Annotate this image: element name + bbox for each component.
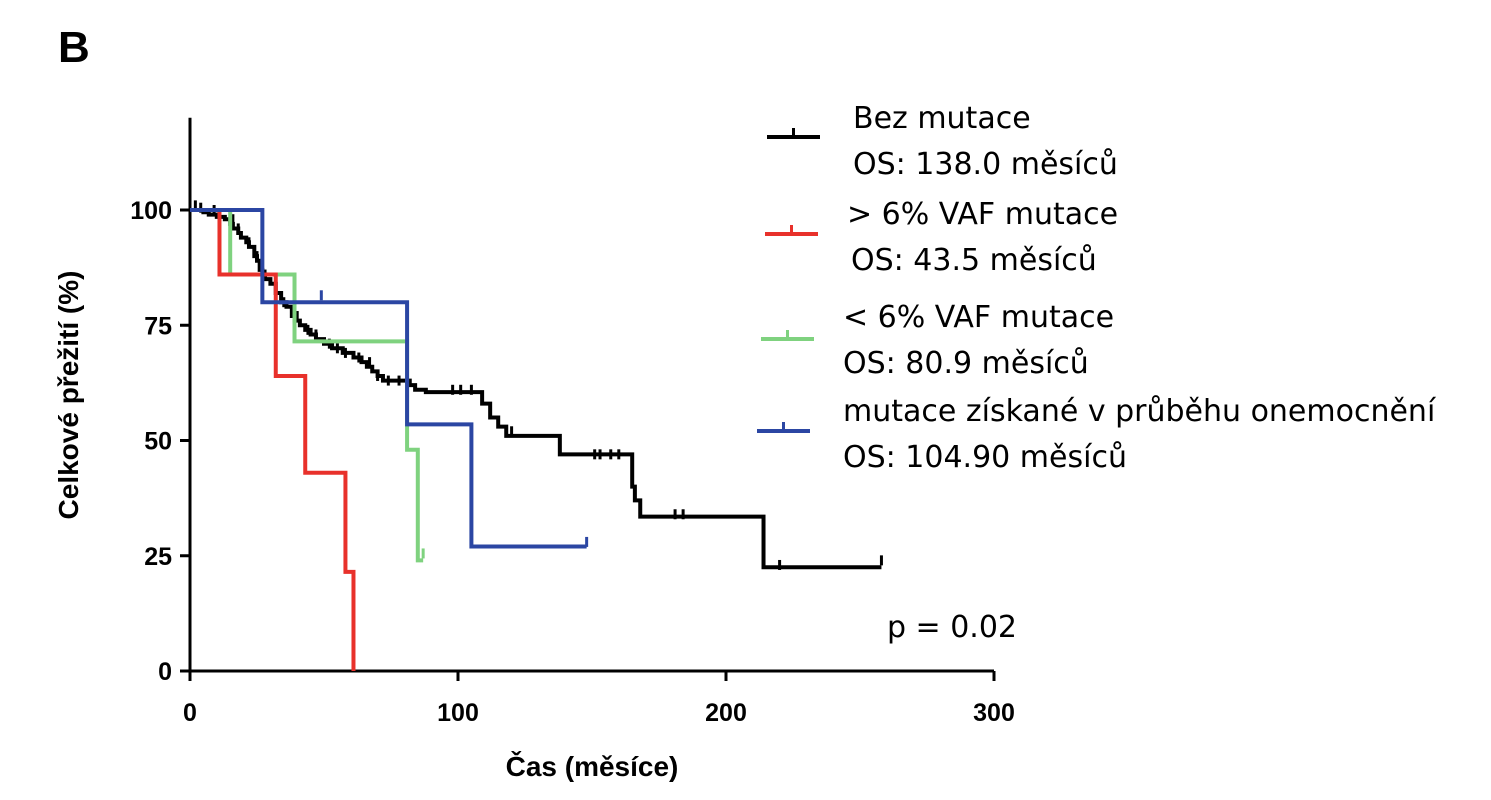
legend-label: > 6% VAF mutace: [847, 197, 1118, 232]
legend-item: < 6% VAF mutace OS: 80.9 měsíců: [761, 300, 1114, 381]
survival-curve: [190, 208, 882, 570]
legend-label: Bez mutace: [853, 101, 1031, 136]
axes: 0 100 200 300 0 25 50 75 100: [130, 117, 1015, 727]
series-3: [190, 208, 589, 549]
legend-label: mutace získané v průběhu onemocnění: [843, 394, 1437, 429]
x-tick-label: 300: [973, 699, 1015, 727]
y-tick-label: 50: [144, 428, 172, 456]
x-axis-title: Čas (měsíce): [506, 750, 679, 782]
legend-stat: OS: 80.9 měsíců: [843, 346, 1089, 381]
legend-item: mutace získané v průběhu onemocnění OS: 1…: [757, 394, 1437, 475]
series-1: [190, 208, 356, 671]
series-0: [190, 200, 883, 570]
p-value: p = 0.02: [887, 610, 1017, 645]
legend-stat: OS: 138.0 měsíců: [853, 147, 1118, 182]
x-tick-label: 0: [183, 699, 197, 727]
y-tick-label: 0: [158, 658, 172, 686]
legend: Bez mutace OS: 138.0 měsíců > 6% VAF mutac…: [757, 101, 1437, 475]
y-tick-label: 75: [144, 312, 172, 340]
legend-item: > 6% VAF mutace OS: 43.5 měsíců: [765, 197, 1118, 278]
y-axis-title: Celkové přežití (%): [53, 271, 84, 520]
legend-item: Bez mutace OS: 138.0 měsíců: [767, 101, 1118, 182]
x-tick-label: 100: [437, 699, 479, 727]
series-layer: [190, 200, 883, 671]
x-tick-label: 200: [705, 699, 747, 727]
y-tick-label: 25: [144, 543, 172, 571]
legend-stat: OS: 104.90 měsíců: [843, 440, 1127, 475]
panel-label: B: [58, 23, 90, 72]
survival-curve: [190, 208, 424, 563]
survival-curve: [190, 208, 356, 671]
y-tick-label: 100: [130, 197, 172, 225]
legend-label: < 6% VAF mutace: [843, 300, 1114, 335]
survival-curve: [190, 208, 587, 549]
legend-stat: OS: 43.5 měsíců: [851, 243, 1097, 278]
series-2: [190, 208, 425, 563]
